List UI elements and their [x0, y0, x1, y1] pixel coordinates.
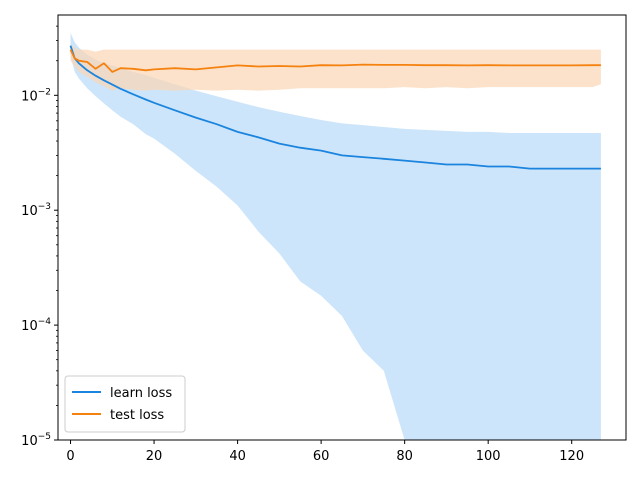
x-tick-label: 80: [396, 449, 413, 464]
band-learn-loss: [70, 32, 601, 441]
series-line-test-loss: [69, 49, 601, 73]
plot-frame: [57, 14, 627, 441]
x-tick-label: 40: [229, 449, 246, 464]
y-tick-label: 10−4: [21, 317, 51, 334]
legend-box: [64, 375, 186, 433]
x-tick-label: 60: [313, 449, 330, 464]
confidence-bands: [70, 32, 601, 441]
band-test-loss: [70, 43, 601, 91]
legend-label: test loss: [110, 408, 164, 423]
y-tick-label: 10−2: [21, 87, 51, 104]
x-tick-label: 0: [66, 449, 74, 464]
y-tick-label: 10−5: [21, 432, 51, 449]
legend: learn loss test loss: [64, 375, 186, 433]
x-tick-label: 120: [559, 449, 584, 464]
y-axis-ticks: 10−5 10−4 10−3 10−2: [21, 25, 58, 449]
x-tick-label: 20: [146, 449, 163, 464]
x-tick-label: 100: [476, 449, 501, 464]
series-lines: [69, 45, 601, 170]
series-line-learn-loss: [69, 45, 601, 170]
legend-label: learn loss: [110, 386, 172, 401]
x-axis-ticks: 0 20 40 60 80 100 120: [66, 440, 584, 464]
y-tick-label: 10−3: [21, 202, 51, 219]
